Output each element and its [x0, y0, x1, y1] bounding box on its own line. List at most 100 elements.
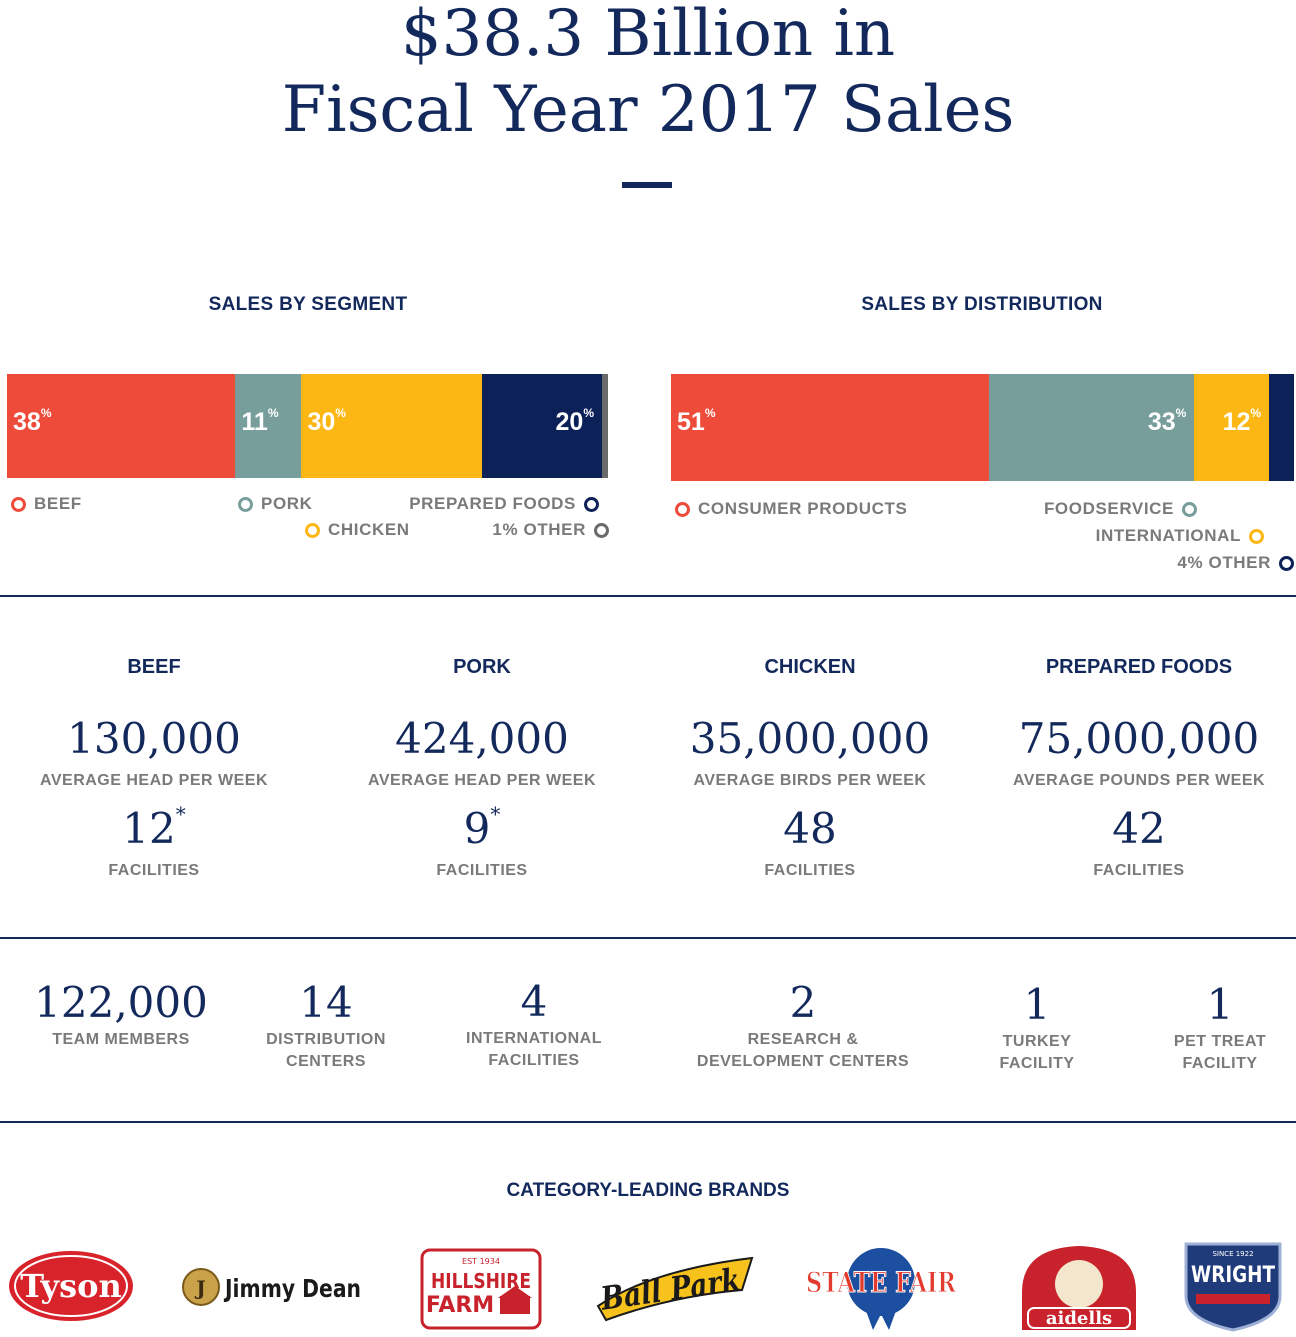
stat-category: PORK	[453, 656, 511, 678]
svg-text:Jimmy Dean: Jimmy Dean	[223, 1274, 361, 1303]
fact-number: 2	[789, 978, 817, 1027]
title-rule	[622, 182, 672, 188]
distribution-bar: 51% 33% 12%	[671, 374, 1295, 481]
fact-number: 14	[299, 978, 353, 1027]
legend-label-segment-other: 1% OTHER	[492, 520, 586, 539]
distribution-segment-label-2: 12%	[1222, 406, 1262, 436]
fact-distribution-centers: 14 DISTRIBUTION CENTERS	[226, 978, 426, 1073]
segment-segment-2	[301, 374, 483, 478]
stat-facilities: 42	[1112, 804, 1166, 853]
divider-3	[0, 1121, 1296, 1123]
stat-facilities: 12*	[122, 802, 186, 853]
legend-chicken: CHICKEN	[305, 520, 410, 540]
legend-dot-pork	[238, 496, 253, 512]
legend-distribution-other: 4% OTHER	[1177, 553, 1294, 573]
stat-volume-label: AVERAGE HEAD PER WEEK	[39, 772, 268, 789]
legend-dot-distribution-other	[1279, 555, 1294, 571]
wright-logo: SINCE 1922 WRIGHT	[1184, 1242, 1282, 1332]
stat-volume: 35,000,000	[689, 714, 931, 763]
svg-text:WRIGHT: WRIGHT	[1191, 1263, 1275, 1288]
fact-label-line-2: FACILITY	[999, 1055, 1075, 1072]
stat-volume: 75,000,000	[1018, 714, 1260, 763]
fact-label-line-2: FACILITIES	[488, 1052, 580, 1069]
stat-volume-label: AVERAGE HEAD PER WEEK	[367, 772, 596, 789]
svg-text:Tyson: Tyson	[20, 1267, 122, 1305]
stat-volume: 130,000	[67, 714, 241, 763]
stat-volume-label: AVERAGE BIRDS PER WEEK	[693, 772, 927, 789]
hillshire-farm-logo: EST 1934 HILLSHIRE FARM	[420, 1248, 542, 1330]
segment-segment-0	[7, 374, 236, 478]
svg-text:EST 1934: EST 1934	[462, 1257, 500, 1266]
segment-segment-label-0: 38%	[13, 406, 52, 436]
fact-label-line-2: DEVELOPMENT CENTERS	[696, 1053, 910, 1070]
segment-segment-label-3: 20%	[555, 406, 594, 436]
stat-volume: 424,000	[395, 714, 569, 763]
fact-number: 1	[1023, 980, 1051, 1029]
divider-1	[0, 595, 1296, 597]
fact-label-line-2: CENTERS	[286, 1053, 366, 1070]
segment-chart-title: SALES BY SEGMENT	[208, 294, 408, 315]
legend-consumer-products: CONSUMER PRODUCTS	[675, 499, 908, 519]
fact-number: 4	[520, 977, 548, 1026]
svg-text:FARM: FARM	[426, 1293, 494, 1318]
stat-facilities: 48	[783, 804, 837, 853]
legend-pork: PORK	[238, 494, 313, 514]
stat-facilities-label: FACILITIES	[764, 862, 856, 879]
legend-dot-consumer-products	[675, 501, 690, 517]
distribution-segment-1	[988, 374, 1195, 481]
legend-label-foodservice: FOODSERVICE	[1043, 499, 1174, 518]
legend-international: INTERNATIONAL	[1096, 526, 1264, 546]
fact-pet-treat-facility: 1 PET TREAT FACILITY	[1140, 980, 1296, 1075]
fact-label-line-1: PET TREAT	[1173, 1033, 1267, 1050]
legend-dot-international	[1249, 528, 1264, 544]
legend-foodservice: FOODSERVICE	[1044, 499, 1197, 519]
legend-label-beef: BEEF	[34, 494, 82, 513]
legend-dot-segment-other	[594, 522, 609, 538]
fact-label-line-1: RESEARCH &	[747, 1031, 859, 1048]
legend-dot-prepared-foods	[584, 496, 599, 512]
legend-label-distribution-other: 4% OTHER	[1177, 553, 1271, 572]
segment-segment-1	[235, 374, 302, 478]
svg-text:J: J	[194, 1276, 205, 1300]
distribution-segment-2	[1194, 374, 1270, 481]
svg-text:SINCE 1922: SINCE 1922	[1212, 1250, 1253, 1258]
legend-dot-foodservice	[1182, 501, 1197, 517]
distribution-segment-label-0: 51%	[677, 406, 716, 436]
stat-facilities-label: FACILITIES	[436, 862, 528, 879]
fact-number: 122,000	[34, 978, 208, 1027]
distribution-chart-title: SALES BY DISTRIBUTION	[861, 294, 1103, 315]
svg-text:aidells: aidells	[1046, 1308, 1112, 1329]
fact-label-line-1: TURKEY	[1002, 1033, 1072, 1050]
aidells-logo: aidells	[1022, 1246, 1136, 1330]
segment-segment-label-2: 30%	[307, 406, 346, 436]
distribution-segment-label-1: 33%	[1147, 406, 1187, 436]
fact-label-line-1: DISTRIBUTION	[266, 1031, 386, 1048]
svg-text:STATE FAIR: STATE FAIR	[806, 1266, 957, 1299]
legend-dot-beef	[11, 496, 26, 512]
segment-segment-4	[601, 374, 609, 478]
stat-category: PREPARED FOODS	[1045, 656, 1233, 678]
jimmy-dean-logo: J Jimmy Dean	[182, 1268, 361, 1306]
segment-segment-label-1: 11%	[241, 406, 279, 436]
legend-segment-other: 1% OTHER	[492, 520, 609, 540]
fact-team-members: 122,000 TEAM MEMBERS	[21, 978, 221, 1051]
segment-segment-3	[481, 374, 603, 478]
legend-label-pork: PORK	[261, 494, 313, 513]
fact-number: 1	[1206, 980, 1234, 1029]
distribution-segment-0	[671, 374, 990, 481]
title-line-1: $38.3 Billion in	[400, 0, 896, 71]
tyson-logo: Tyson	[9, 1251, 133, 1321]
stat-facilities: 9*	[463, 802, 501, 853]
brands-heading: CATEGORY-LEADING BRANDS	[506, 1180, 790, 1201]
legend-label-chicken: CHICKEN	[328, 520, 410, 539]
stat-facilities-label: FACILITIES	[1093, 862, 1185, 879]
fact-turkey-facility: 1 TURKEY FACILITY	[957, 980, 1117, 1075]
fact-label-line-1: INTERNATIONAL	[466, 1030, 602, 1047]
legend-label-international: INTERNATIONAL	[1095, 526, 1241, 545]
stat-category: CHICKEN	[764, 656, 856, 678]
legend-beef: BEEF	[11, 494, 82, 514]
svg-text:Ball Park: Ball Park	[598, 1261, 743, 1318]
distribution-segment-3	[1269, 374, 1295, 481]
stat-volume-label: AVERAGE POUNDS PER WEEK	[1012, 772, 1266, 789]
title-line-2: Fiscal Year 2017 Sales	[281, 73, 1015, 147]
